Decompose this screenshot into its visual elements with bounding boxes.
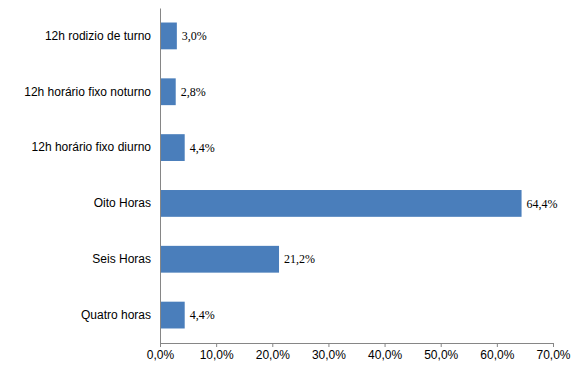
tick: Oito Horas <box>94 196 160 210</box>
tick: 10,0% <box>200 343 234 362</box>
tick: 60,0% <box>480 343 514 362</box>
bar <box>160 302 185 329</box>
tick-mark <box>160 343 161 347</box>
tick-label: 20,0% <box>256 348 290 362</box>
tick-mark <box>497 343 498 347</box>
tick: 20,0% <box>256 343 290 362</box>
tick: 50,0% <box>424 343 458 362</box>
tick: 30,0% <box>312 343 346 362</box>
tick-label: Seis Horas <box>92 252 151 266</box>
tick: 12h rodizio de turno <box>45 29 160 43</box>
tick: Seis Horas <box>92 252 160 266</box>
bar <box>160 246 279 273</box>
tick-label: 12h horário fixo noturno <box>24 85 151 99</box>
tick: 12h horário fixo diurno <box>32 140 160 154</box>
bar <box>160 78 176 105</box>
bar <box>160 190 522 217</box>
tick-label: 50,0% <box>424 348 458 362</box>
data-label: 21,2% <box>284 252 315 266</box>
tick: 0,0% <box>147 343 175 362</box>
tick: 70,0% <box>536 343 570 362</box>
tick-label: 70,0% <box>536 348 570 362</box>
data-label: 2,8% <box>181 85 206 99</box>
axis-line <box>161 344 554 348</box>
y-axis: 12h rodizio de turno 12h horário fixo not… <box>24 9 160 344</box>
chart: 0,0% 10,0% 20,0% 30,0% 40,0% 50,0% 60,0% 70,0% 1… <box>0 0 581 373</box>
tick-label: 40,0% <box>368 348 402 362</box>
tick: 40,0% <box>368 343 402 362</box>
tick-mark <box>441 343 442 347</box>
tick-mark <box>328 343 329 347</box>
tick-mark <box>553 343 554 347</box>
tick-label: 12h horário fixo diurno <box>32 140 152 154</box>
tick-label: 0,0% <box>147 348 175 362</box>
tick-mark <box>272 343 273 347</box>
tick-label: Quatro horas <box>81 308 151 322</box>
bar <box>160 134 185 161</box>
tick-mark <box>385 343 386 347</box>
tick-mark <box>216 343 217 347</box>
tick-label: Oito Horas <box>94 196 151 210</box>
bar <box>160 23 177 50</box>
data-label: 3,0% <box>182 29 207 43</box>
data-label: 4,4% <box>190 141 215 155</box>
tick: 12h horário fixo noturno <box>24 85 160 99</box>
data-label: 64,4% <box>527 197 558 211</box>
x-axis: 0,0% 10,0% 20,0% 30,0% 40,0% 50,0% 60,0% 70,0% <box>147 343 571 362</box>
data-labels: 3,0% 2,8% 4,4% 64,4% 21,2% 4,4% <box>181 29 558 322</box>
tick-label: 10,0% <box>200 348 234 362</box>
tick: Quatro horas <box>81 308 160 322</box>
bars <box>160 23 522 329</box>
axis-line <box>160 9 161 344</box>
tick-label: 30,0% <box>312 348 346 362</box>
tick-label: 12h rodizio de turno <box>45 29 151 43</box>
data-label: 4,4% <box>190 308 215 322</box>
tick-label: 60,0% <box>480 348 514 362</box>
